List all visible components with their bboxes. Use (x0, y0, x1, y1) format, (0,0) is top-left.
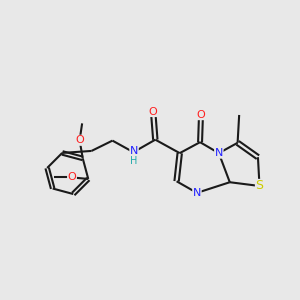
Text: O: O (75, 135, 84, 145)
Text: O: O (149, 106, 158, 116)
Text: N: N (214, 148, 223, 158)
Text: S: S (256, 179, 263, 193)
Text: O: O (68, 172, 76, 182)
Text: H: H (130, 156, 138, 166)
Text: O: O (196, 110, 206, 120)
Text: N: N (193, 188, 201, 198)
Text: N: N (130, 146, 138, 156)
